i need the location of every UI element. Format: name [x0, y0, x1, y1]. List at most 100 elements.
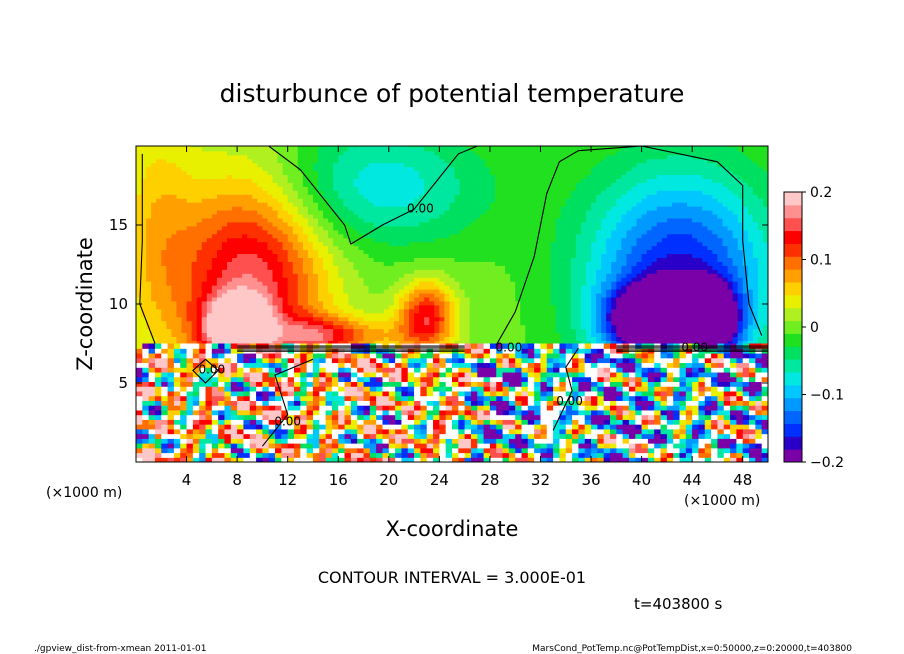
heatmap-cell — [444, 273, 451, 278]
heatmap-cell — [302, 162, 309, 168]
heatmap-cell — [181, 186, 188, 191]
heatmap-cell — [611, 146, 617, 148]
heatmap-cell — [575, 332, 582, 337]
heatmap-cell — [520, 312, 526, 318]
heatmap-cell — [262, 154, 269, 160]
heatmap-cell — [601, 154, 607, 160]
heatmap-cell — [444, 233, 451, 239]
heatmap-cell — [368, 312, 375, 318]
heatmap-cell — [555, 277, 562, 282]
heatmap-cell — [510, 209, 516, 215]
heatmap-cell — [444, 198, 451, 203]
heatmap-cell — [484, 186, 491, 191]
heatmap-cell — [550, 292, 557, 298]
heatmap-cell — [237, 285, 243, 290]
heatmap-cell — [525, 221, 531, 227]
heatmap-cell — [176, 308, 183, 314]
heatmap-cell — [181, 269, 188, 274]
heatmap-cell — [368, 288, 375, 294]
heatmap-cell — [227, 328, 233, 334]
heatmap-cell — [221, 316, 228, 322]
heatmap-cell — [585, 202, 592, 207]
heatmap-cell — [464, 146, 471, 152]
heatmap-cell — [550, 190, 557, 195]
heatmap-cell — [156, 213, 162, 219]
heatmap-cell — [211, 213, 218, 219]
heatmap-cell — [580, 225, 587, 231]
heatmap-cell — [464, 288, 471, 294]
heatmap-cell — [141, 217, 147, 223]
heatmap-cell — [292, 237, 299, 243]
heatmap-cell — [211, 296, 218, 302]
heatmap-cell — [429, 265, 435, 270]
heatmap-cell — [545, 202, 552, 207]
heatmap-cell — [358, 186, 365, 191]
heatmap-cell — [555, 281, 562, 286]
heatmap-cell — [176, 170, 183, 176]
heatmap-cell — [434, 225, 440, 231]
heatmap-cell — [414, 170, 420, 176]
heatmap-cell — [196, 261, 203, 266]
heatmap-cell — [141, 320, 147, 326]
heatmap-cell — [136, 221, 142, 227]
heatmap-cell — [171, 332, 178, 337]
heatmap-cell — [221, 229, 228, 235]
heatmap-cell — [282, 213, 289, 219]
heatmap-cell — [388, 146, 395, 148]
heatmap-cell — [474, 182, 481, 187]
heatmap-cell — [292, 312, 299, 318]
heatmap-cell — [373, 206, 380, 211]
heatmap-cell — [318, 162, 324, 168]
heatmap-cell — [403, 312, 410, 318]
heatmap-cell — [323, 300, 329, 306]
heatmap-cell — [211, 320, 218, 326]
heatmap-cell — [585, 281, 592, 286]
heatmap-cell — [181, 209, 188, 215]
heatmap-cell — [181, 190, 188, 195]
heatmap-cell — [545, 146, 552, 148]
heatmap-cell — [419, 324, 425, 330]
heatmap-cell — [383, 213, 390, 219]
heatmap-cell — [156, 233, 162, 239]
heatmap-cell — [358, 194, 365, 199]
heatmap-cell — [247, 269, 253, 274]
heatmap-cell — [515, 316, 521, 322]
heatmap-cell — [500, 241, 506, 247]
heatmap-cell — [232, 202, 238, 207]
heatmap-cell — [353, 336, 360, 341]
heatmap-cell — [272, 257, 279, 262]
heatmap-cell — [206, 292, 213, 298]
heatmap-cell — [474, 154, 481, 160]
heatmap-cell — [540, 233, 547, 239]
heatmap-cell — [419, 296, 425, 302]
heatmap-cell — [358, 241, 365, 247]
heatmap-cell — [510, 146, 516, 148]
heatmap-cell — [484, 324, 491, 330]
heatmap-cell — [373, 217, 380, 223]
heatmap-cell — [459, 186, 466, 191]
heatmap-cell — [611, 265, 617, 270]
heatmap-cell — [181, 162, 188, 168]
heatmap-cell — [520, 221, 526, 227]
heatmap-cell — [166, 296, 172, 302]
heatmap-cell — [262, 281, 269, 286]
heatmap-cell — [601, 241, 607, 247]
heatmap-cell — [307, 194, 314, 199]
heatmap-cell — [464, 265, 471, 270]
heatmap-cell — [206, 194, 213, 199]
heatmap-cell — [575, 146, 582, 152]
heatmap-cell — [424, 162, 430, 168]
heatmap-cell — [136, 292, 142, 298]
heatmap-cell — [302, 269, 309, 274]
heatmap-cell — [601, 182, 607, 187]
heatmap-cell — [328, 186, 334, 191]
heatmap-cell — [186, 340, 193, 345]
heatmap-cell — [252, 277, 258, 282]
heatmap-cell — [272, 213, 279, 219]
heatmap-cell — [287, 265, 294, 270]
heatmap-cell — [464, 158, 471, 164]
heatmap-cell — [494, 316, 501, 322]
heatmap-cell — [575, 158, 582, 164]
heatmap-cell — [176, 257, 183, 262]
heatmap-cell — [156, 249, 162, 255]
